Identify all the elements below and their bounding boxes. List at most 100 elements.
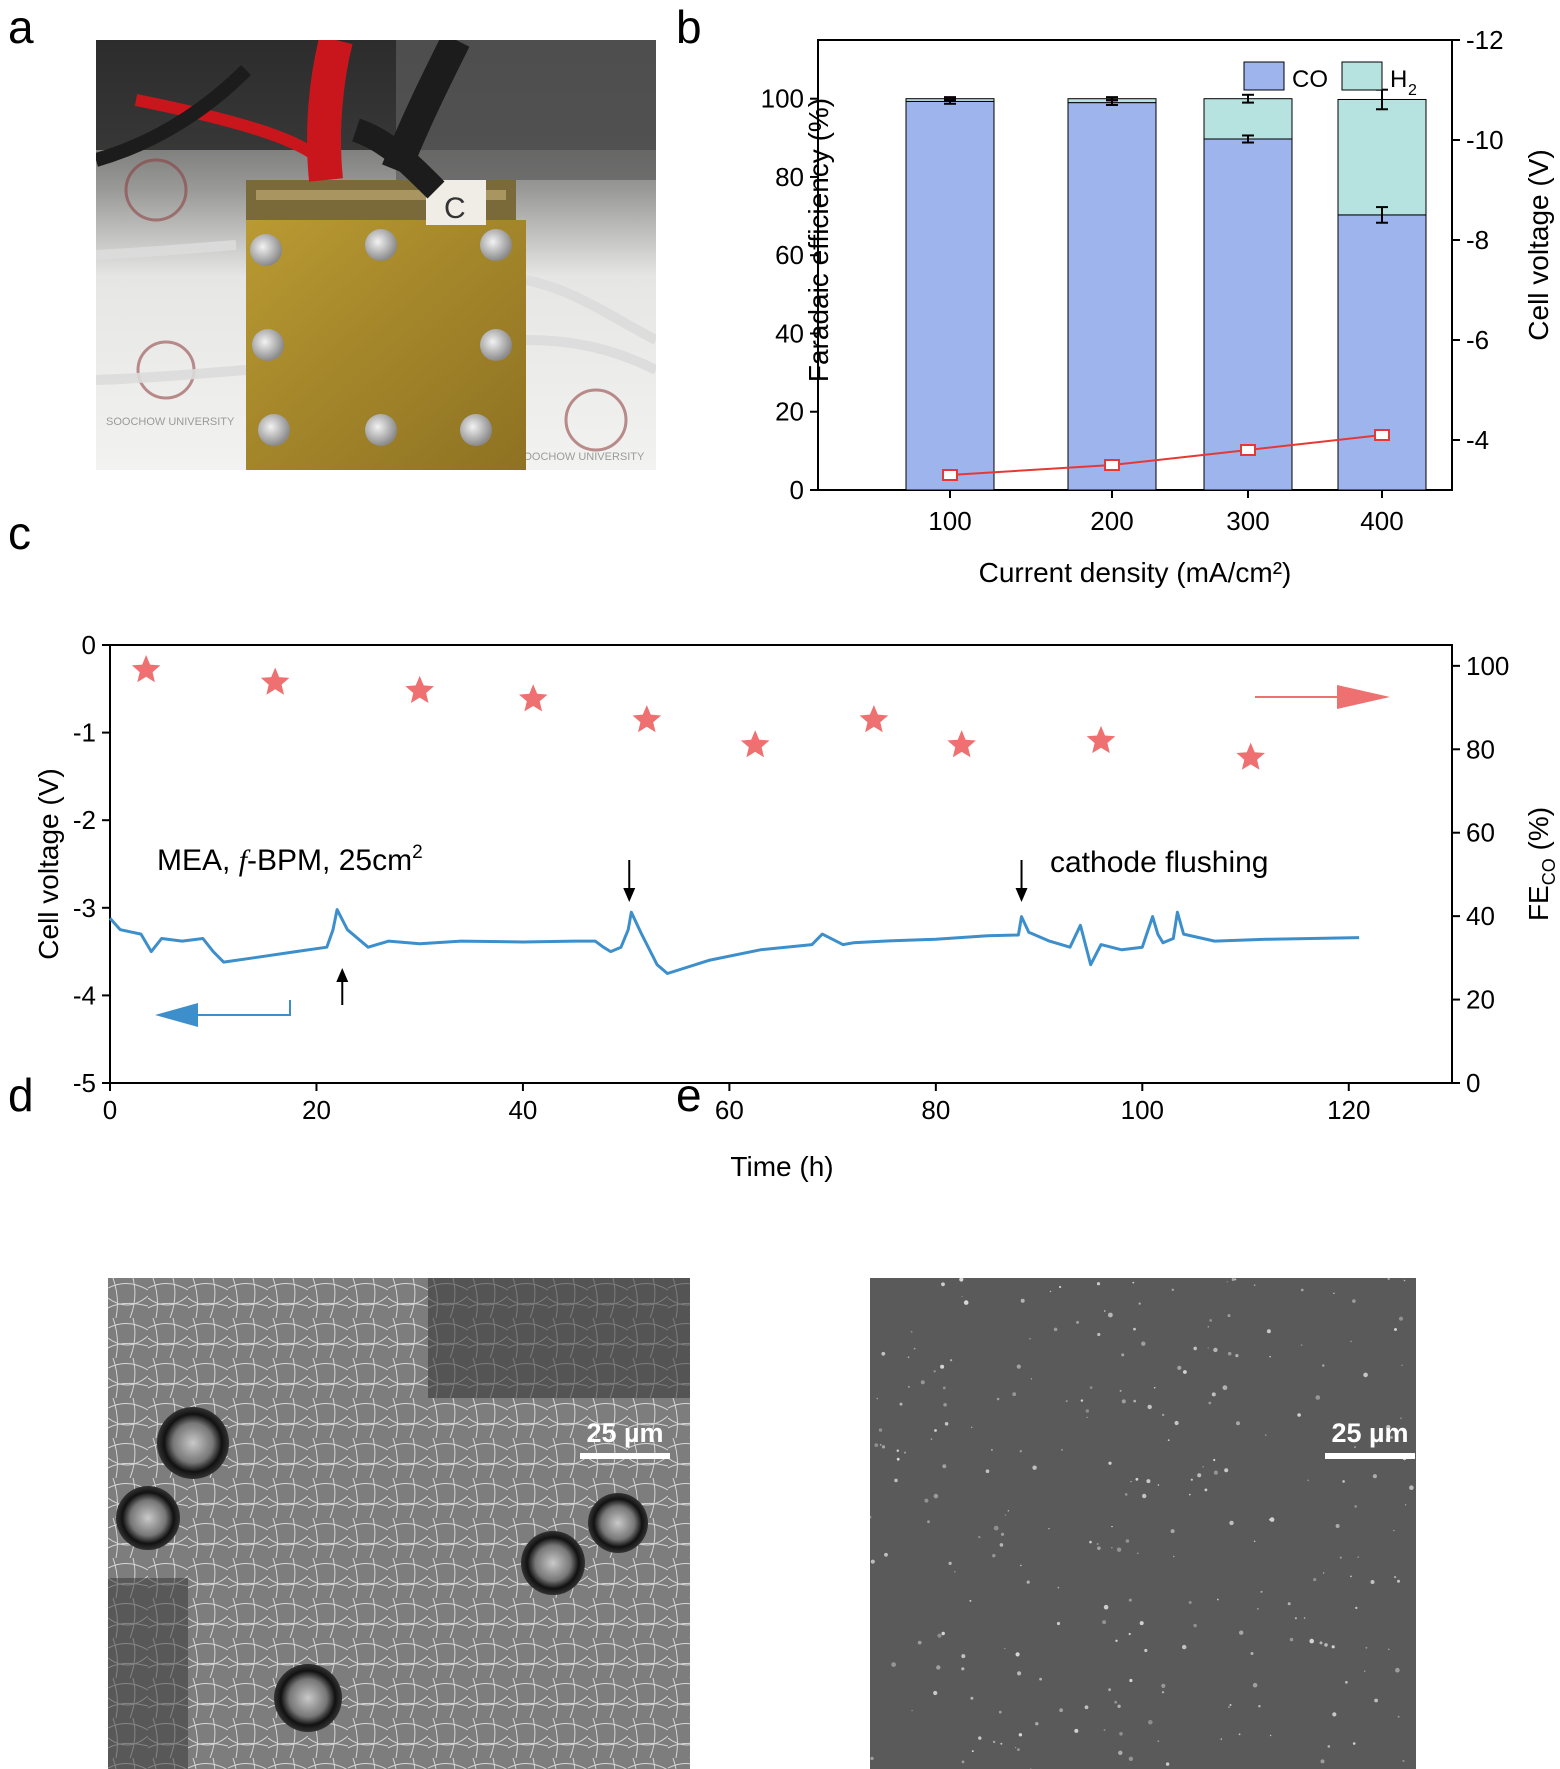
sem-particle xyxy=(1188,1601,1192,1604)
sem-particle xyxy=(1171,1288,1174,1291)
sem-particle xyxy=(1111,1547,1113,1549)
sem-image-e xyxy=(870,1278,1416,1769)
device-photo: SOOCHOW UNIVERSITY SOOCHOW UNIVERSITY C xyxy=(96,40,656,470)
sem-particle xyxy=(948,1561,952,1565)
plot-frame-c xyxy=(109,644,1453,1084)
y-right-tick-label-c: 60 xyxy=(1466,818,1495,848)
sem-particle xyxy=(1020,1298,1025,1303)
y-tick-label-c: 0 xyxy=(82,630,96,660)
sem-particle xyxy=(1231,1278,1235,1281)
sem-particle xyxy=(1108,1312,1113,1318)
sem-particle xyxy=(1226,1281,1228,1283)
sem-particle xyxy=(1213,1458,1216,1462)
x-axis-title-b: Current density (mA/cm²) xyxy=(979,557,1292,588)
sem-particle xyxy=(1372,1474,1377,1479)
sem-particle xyxy=(1324,1643,1328,1647)
sem-particle xyxy=(1129,1678,1133,1683)
event-arrowhead-down xyxy=(623,888,636,902)
sem-particle xyxy=(1128,1632,1131,1636)
sem-particle xyxy=(961,1667,965,1671)
y-right-tick-label-b: -6 xyxy=(1466,325,1489,355)
sem-particle xyxy=(1119,1732,1123,1736)
sem-particle xyxy=(993,1525,999,1531)
sem-particle xyxy=(1182,1644,1187,1650)
panel-letter-e: e xyxy=(676,1069,702,1121)
sem-particle xyxy=(1085,1409,1089,1413)
legend-swatch-h2 xyxy=(1341,61,1383,91)
sem-particle xyxy=(950,1359,953,1362)
sem-particle xyxy=(1015,1747,1017,1749)
sem-particle xyxy=(1183,1370,1187,1374)
sem-particle xyxy=(876,1397,879,1400)
x-tick-label-c: 0 xyxy=(103,1095,117,1125)
sem-particle xyxy=(990,1448,993,1451)
y-axis-title-b: Faradaic efficiency (%) xyxy=(803,98,834,382)
sem-particle xyxy=(936,1665,941,1670)
sem-particle xyxy=(1405,1504,1407,1506)
x-tick-label-c: 60 xyxy=(715,1095,744,1125)
sem-particle xyxy=(1135,1477,1139,1481)
x-tick-label-c: 80 xyxy=(921,1095,950,1125)
sem-particle xyxy=(1035,1722,1039,1726)
sem-particle xyxy=(1357,1556,1359,1558)
sem-particle xyxy=(1211,1392,1216,1397)
y-tick-label-c: -1 xyxy=(73,718,96,748)
sem-particle xyxy=(1387,1278,1390,1281)
sem-particle xyxy=(1374,1698,1378,1703)
sem-particle xyxy=(1102,1620,1107,1625)
sem-particle xyxy=(1030,1378,1032,1380)
sem-particle xyxy=(1128,1598,1132,1602)
sem-particle xyxy=(1213,1347,1218,1353)
panel-letter-d: d xyxy=(8,1069,34,1121)
sem-particle xyxy=(1258,1705,1261,1708)
x-tick-label-b: 200 xyxy=(1090,506,1133,536)
sem-particle xyxy=(1057,1586,1060,1589)
bar-co xyxy=(1203,138,1293,491)
sem-particle xyxy=(884,1552,888,1557)
sem-particle xyxy=(1148,1720,1153,1725)
sem-particle xyxy=(1239,1630,1244,1635)
sem-particle xyxy=(1209,1319,1212,1322)
sem-particle xyxy=(908,1386,910,1388)
sem-particle xyxy=(1224,1468,1229,1473)
sem-particle xyxy=(1115,1639,1118,1642)
sem-particle xyxy=(910,1330,913,1333)
sem-particle xyxy=(1193,1346,1197,1351)
sem-particle xyxy=(961,1654,966,1659)
sem-particle xyxy=(1130,1481,1132,1483)
sem-particle xyxy=(1202,1465,1204,1468)
sem-particle xyxy=(1114,1700,1118,1704)
sem-particle xyxy=(1153,1386,1156,1389)
sem-particle xyxy=(1319,1641,1323,1645)
sem-particle xyxy=(1020,1564,1022,1567)
scale-label-e: 25 µm xyxy=(1331,1418,1409,1448)
sem-particle xyxy=(969,1599,972,1602)
sem-particle xyxy=(1029,1337,1031,1340)
sem-particle xyxy=(1004,1514,1007,1516)
annotation-setup: MEA, f-BPM, 25cm2 xyxy=(157,842,423,877)
sem-particle xyxy=(1173,1555,1175,1558)
sem-particle xyxy=(1397,1715,1400,1718)
legend-label-co: CO xyxy=(1292,66,1328,93)
sem-particle xyxy=(1300,1288,1304,1292)
sem-particle xyxy=(1096,1282,1101,1286)
sem-particle xyxy=(963,1300,969,1305)
sem-particle xyxy=(1260,1590,1263,1593)
sem-particle xyxy=(1220,1738,1223,1740)
sem-particle xyxy=(1133,1399,1136,1403)
x-tick-label-c: 120 xyxy=(1327,1095,1370,1125)
sem-particle xyxy=(1207,1326,1210,1328)
sem-particle xyxy=(1269,1734,1272,1737)
sem-particle xyxy=(1138,1302,1141,1305)
sem-particle xyxy=(1048,1527,1050,1530)
sem-particle xyxy=(1234,1278,1237,1281)
sem-particle xyxy=(1197,1473,1202,1478)
sem-particle xyxy=(1365,1646,1368,1649)
sem-particle xyxy=(1133,1327,1136,1331)
sem-particle xyxy=(941,1282,945,1287)
sem-particle xyxy=(933,1493,939,1499)
sem-particle xyxy=(1074,1728,1079,1733)
sem-particle xyxy=(1395,1667,1400,1673)
sem-particle xyxy=(1208,1401,1212,1405)
sem-particle xyxy=(1352,1299,1356,1303)
